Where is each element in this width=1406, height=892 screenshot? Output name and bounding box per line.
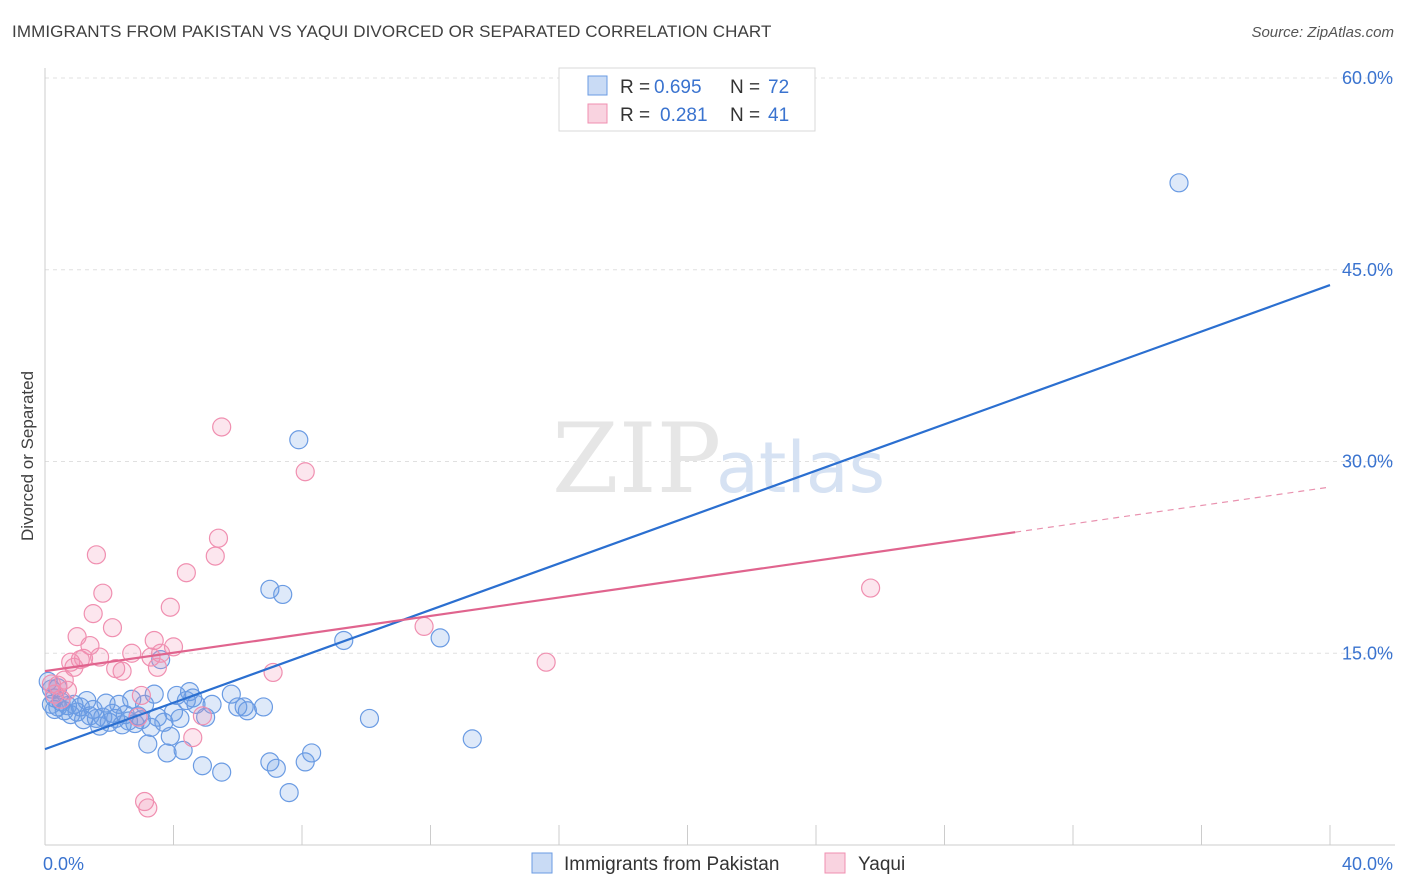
yaqui-point-28 <box>160 597 180 617</box>
series-legend: Immigrants from Pakistan Yaqui <box>531 852 905 875</box>
legend-n-value-2: 41 <box>768 105 789 126</box>
pakistan-point-57 <box>260 579 280 599</box>
series-swatch-pakistan <box>531 852 553 874</box>
axes <box>44 68 1395 846</box>
yaqui-point-21 <box>131 685 151 706</box>
yaqui-point-40 <box>861 578 881 598</box>
yaqui-point-23 <box>138 798 158 818</box>
y-tick-label-2: 45.0% <box>1342 260 1393 280</box>
yaqui-point-18 <box>112 661 132 681</box>
watermark-zip: ZIP <box>552 403 721 515</box>
legend-r-label-1: R = <box>620 77 650 98</box>
pakistan-point-31 <box>141 717 161 737</box>
yaqui-point-4 <box>54 670 74 690</box>
yaqui-point-37 <box>295 462 315 482</box>
legend-swatch-blue <box>587 75 608 96</box>
pakistan-point-51 <box>228 697 248 717</box>
pakistan-point-68 <box>41 694 62 714</box>
legend-n-label-1: N = <box>730 77 760 98</box>
pakistan-point-49 <box>212 762 232 782</box>
pakistan-point-59 <box>279 782 299 803</box>
yaqui-point-33 <box>205 546 225 566</box>
yaqui-trend-line <box>44 531 1016 673</box>
yaqui-point-5 <box>57 680 78 700</box>
pakistan-point-46 <box>192 756 213 776</box>
y-tick-label-0: 15.0% <box>1342 643 1393 663</box>
yaqui-point-31 <box>183 728 203 748</box>
pakistan-point-62 <box>302 743 322 763</box>
source-label: Source: ZipAtlas.com <box>1251 24 1394 41</box>
legend-n-label-2: N = <box>730 105 760 126</box>
x-tick-label-1: 40.0% <box>1342 854 1393 874</box>
trend-lines <box>44 284 1331 751</box>
legend-n-value-1: 72 <box>768 77 789 98</box>
yaqui-point-32 <box>192 706 213 726</box>
yaqui-point-12 <box>83 604 103 624</box>
pakistan-point-58 <box>273 584 293 605</box>
pakistan-point-71 <box>1169 173 1189 193</box>
yaqui-point-13 <box>86 545 107 565</box>
yaqui-point-39 <box>536 652 556 672</box>
yaqui-point-2 <box>48 675 68 695</box>
yaqui-point-35 <box>212 417 232 437</box>
legend-swatch-pink <box>587 103 608 124</box>
pakistan-point-70 <box>45 699 65 720</box>
pakistan-point-37 <box>160 726 180 746</box>
yaqui-point-38 <box>414 616 434 637</box>
pakistan-point-40 <box>170 708 190 729</box>
legend-r-value-1: 0.695 <box>654 77 702 98</box>
yaqui-trend-extension <box>1015 486 1331 533</box>
yaqui-point-26 <box>147 657 168 677</box>
pakistan-point-30 <box>138 734 158 754</box>
pakistan-point-64 <box>359 708 380 729</box>
yaqui-point-34 <box>208 528 229 548</box>
y-axis-label: Divorced or Separated <box>18 371 37 541</box>
pakistan-point-65 <box>430 628 450 648</box>
legend-r-value-2: 0.281 <box>660 105 708 126</box>
yaqui-point-20 <box>128 707 148 727</box>
series-label-pakistan: Immigrants from Pakistan <box>564 854 779 875</box>
pakistan-point-36 <box>157 743 177 763</box>
pakistan-point-60 <box>289 430 309 450</box>
watermark-atlas: atlas <box>716 427 885 509</box>
x-tick-label-0: 0.0% <box>43 854 84 874</box>
pakistan-point-25 <box>122 689 142 709</box>
pakistan-point-54 <box>253 697 274 717</box>
pakistan-point-56 <box>266 758 286 778</box>
yaqui-point-15 <box>93 583 113 603</box>
legend-r-label-2: R = <box>620 105 650 126</box>
y-tick-label-1: 30.0% <box>1342 452 1393 472</box>
yaqui-point-16 <box>102 618 123 638</box>
y-tick-labels: 15.0% 30.0% 45.0% 60.0% <box>1342 68 1393 663</box>
pakistan-trend-line <box>44 284 1331 751</box>
x-tick-labels: 0.0% 40.0% <box>43 854 1393 874</box>
pakistan-point-35 <box>154 712 174 732</box>
yaqui-point-9 <box>70 650 90 670</box>
watermark: ZIP atlas <box>552 403 885 515</box>
correlation-legend: R = 0.695 N = 72 R = 0.281 N = 41 <box>558 67 816 132</box>
yaqui-point-30 <box>176 563 196 583</box>
pakistan-point-66 <box>462 729 482 749</box>
pakistan-point-53 <box>237 701 257 721</box>
series-label-yaqui: Yaqui <box>858 854 905 875</box>
series-swatch-yaqui <box>824 852 846 874</box>
y-tick-label-3: 60.0% <box>1342 68 1393 88</box>
pakistan-point-41 <box>173 740 193 761</box>
pakistan-point-21 <box>109 694 129 714</box>
gridlines <box>45 77 1395 654</box>
chart-title: IMMIGRANTS FROM PAKISTAN VS YAQUI DIVORC… <box>12 22 772 41</box>
